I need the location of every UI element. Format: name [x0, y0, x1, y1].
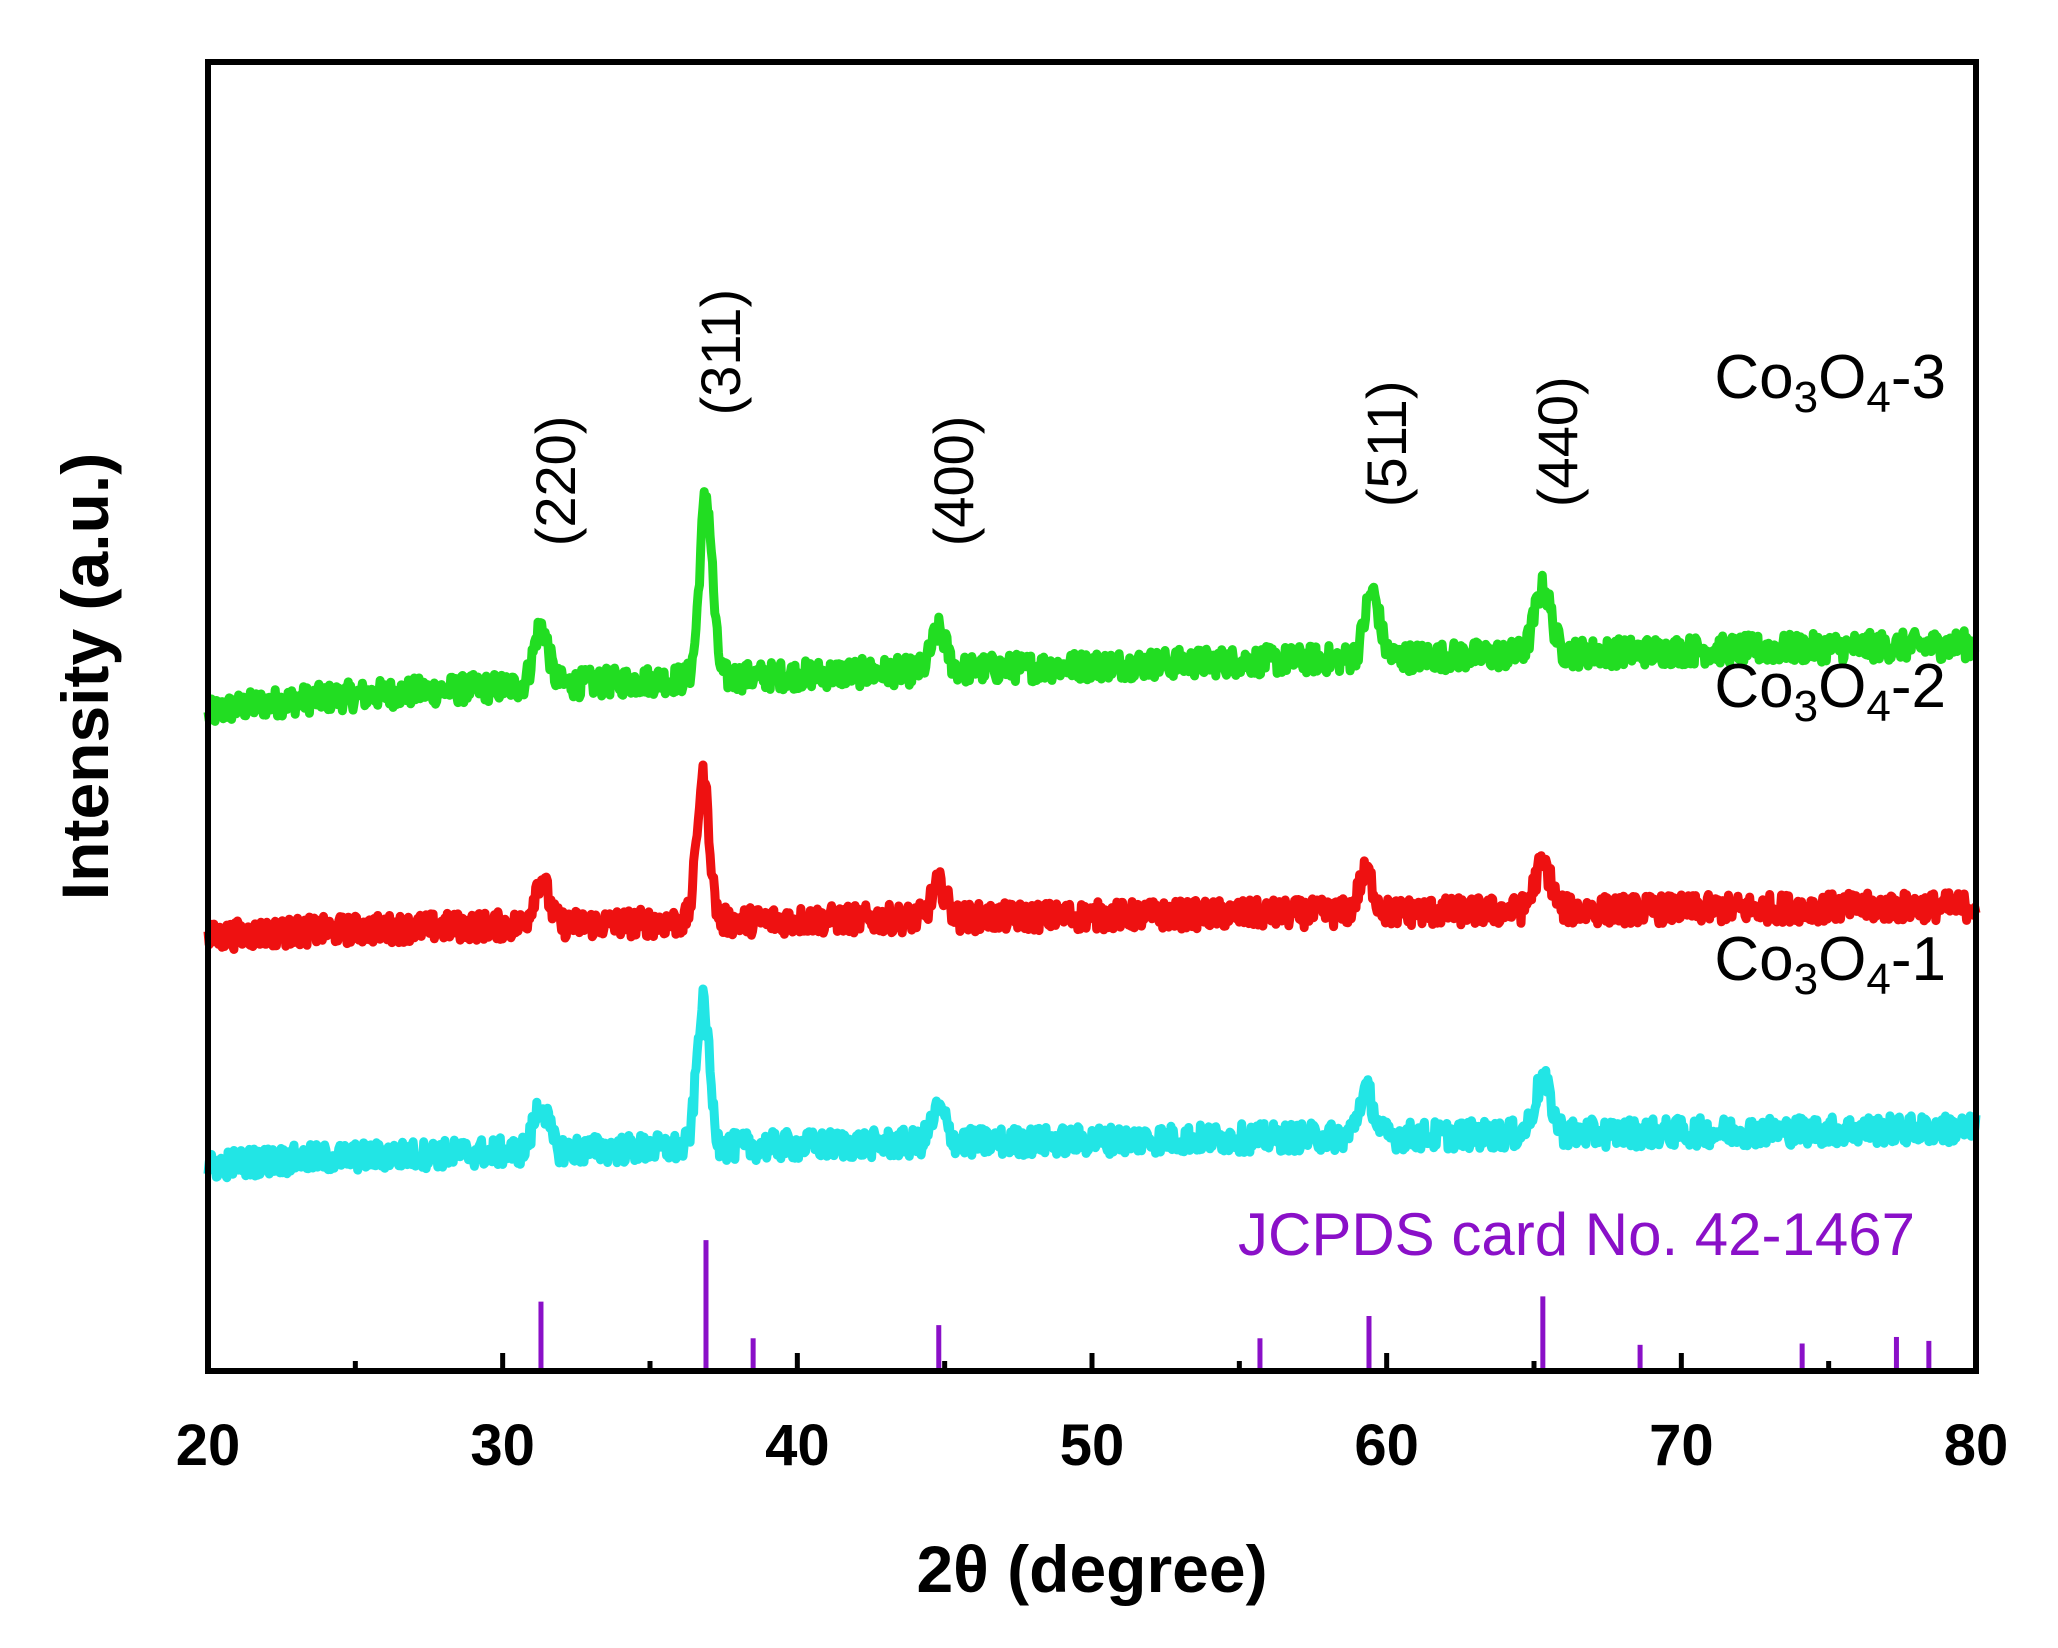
- series-label-2: Co3O4-2: [1714, 652, 1946, 731]
- series-labels: Co3O4-3 Co3O4-2 Co3O4-1: [1714, 343, 1946, 1004]
- series-label-1: Co3O4-1: [1714, 925, 1946, 1004]
- x-tick-label: 80: [1944, 1413, 2009, 1478]
- peak-label: (440): [1526, 376, 1589, 507]
- peak-annotations: (220) (311) (400) (511) (440): [524, 289, 1589, 546]
- x-tick-label: 20: [176, 1413, 241, 1478]
- x-axis-title: 2θ (degree): [916, 1532, 1267, 1606]
- x-tick-label: 30: [470, 1413, 535, 1478]
- x-tick-label: 40: [765, 1413, 830, 1478]
- plot-frame: [205, 59, 1979, 1374]
- x-tick-labels: 20 30 40 50 60 70 80: [176, 1413, 2009, 1478]
- peak-label: (511): [1355, 381, 1418, 508]
- reference-label: JCPDS card No. 42-1467: [1238, 1201, 1915, 1268]
- x-tick-label: 50: [1060, 1413, 1125, 1478]
- x-tick-label: 70: [1649, 1413, 1714, 1478]
- series-line-3: [203, 487, 1980, 726]
- axis-ticks: [205, 1353, 1979, 1371]
- y-axis-title: Intensity (a.u.): [48, 453, 122, 900]
- series-line-1: [203, 984, 1981, 1183]
- peak-label: (400): [922, 416, 985, 547]
- peak-label: (311): [689, 289, 752, 416]
- reference-lines: [538, 1240, 1932, 1371]
- series-label-3: Co3O4-3: [1714, 343, 1946, 422]
- series-traces: [203, 487, 1981, 1183]
- series-line-2: [203, 760, 1981, 954]
- x-tick-label: 60: [1354, 1413, 1419, 1478]
- peak-label: (220): [524, 416, 587, 547]
